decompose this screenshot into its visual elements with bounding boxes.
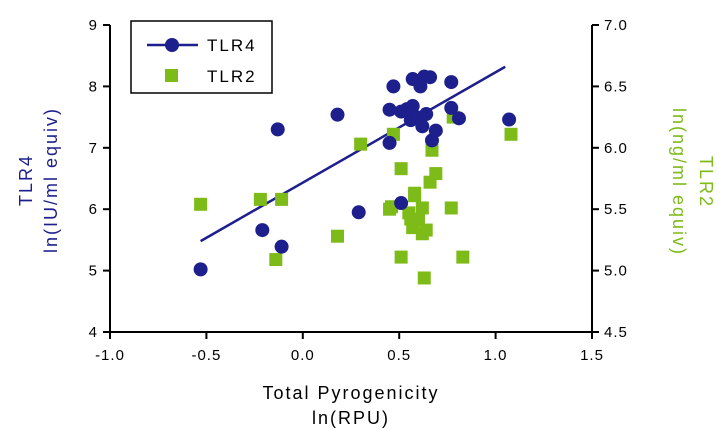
axes: 4 5 6 7 8 9 4.5 5.0 5.5 6.0 6.5 7.0 -1.0 -0.5 0.0 0.5 1.… [89, 17, 628, 364]
left-tick-label: 7 [89, 140, 98, 157]
tlr2-point [354, 137, 368, 151]
legend-tlr4-label: TLR4 [207, 36, 257, 55]
tlr4-point [423, 70, 438, 85]
tlr4-point [274, 239, 289, 254]
legend-tlr2-marker [165, 69, 178, 82]
tlr4-point [382, 135, 397, 150]
tlr4-point [270, 122, 285, 137]
right-tick-label: 5.0 [604, 263, 628, 280]
tlr4-point [428, 123, 443, 138]
x-tick-label: 1.0 [484, 347, 508, 364]
x-tick-label: 0.0 [291, 347, 315, 364]
tlr2-point [269, 253, 283, 267]
x-tick-label: -0.5 [191, 347, 221, 364]
tlr2-point [253, 192, 267, 206]
tlr2-point [417, 271, 431, 285]
right-tick-label: 5.5 [604, 201, 628, 218]
tlr2-point [415, 201, 429, 215]
right-tick-label: 4.5 [604, 324, 628, 341]
tlr2-point [425, 143, 439, 157]
x-axis-title: Total Pyrogenicity ln(RPU) [262, 383, 439, 428]
right-axis-title-line2: ln(ng/ml equiv) [669, 108, 689, 256]
left-tick-label: 5 [89, 263, 98, 280]
right-tick-label: 7.0 [604, 17, 628, 34]
tlr4-point [394, 196, 409, 211]
tlr4-point [444, 100, 459, 115]
tlr4-points [193, 69, 517, 277]
tlr2-point [331, 229, 345, 243]
tlr4-fit-line [199, 65, 506, 243]
tlr4-point [382, 102, 397, 117]
tlr2-point [419, 223, 433, 237]
tlr2-point [275, 192, 289, 206]
tlr4-point [330, 107, 345, 122]
tlr4-point [444, 75, 459, 90]
tlr4-point [405, 99, 420, 114]
tlr2-point [456, 250, 470, 264]
tlr4-point [451, 111, 466, 126]
right-tick-label: 6.5 [604, 78, 628, 95]
tlr2-point [394, 162, 408, 176]
right-axis-title-line1: TLR2 [696, 156, 716, 208]
left-axis-title-line1: TLR4 [16, 154, 36, 206]
left-tick-label: 9 [89, 17, 98, 34]
tlr2-point [394, 250, 408, 264]
left-tick-label: 4 [89, 324, 98, 341]
left-axis-title: TLR4 ln(IU/ml equiv) [16, 107, 61, 253]
x-axis-title-line2: ln(RPU) [312, 408, 390, 428]
left-axis-title-line2: ln(IU/ml equiv) [41, 107, 61, 253]
tlr2-points [194, 110, 518, 285]
legend: TLR4 TLR2 [130, 20, 273, 94]
tlr4-point [193, 262, 208, 277]
left-tick-label: 8 [89, 78, 98, 95]
right-axis-title: TLR2 ln(ng/ml equiv) [669, 108, 716, 256]
x-tick-label: 1.5 [580, 347, 604, 364]
tlr2-point [408, 189, 422, 203]
legend-box [130, 20, 273, 94]
left-tick-label: 6 [89, 201, 98, 218]
legend-tlr2-label: TLR2 [207, 67, 257, 86]
x-tick-label: -1.0 [95, 347, 125, 364]
tlr2-point [411, 213, 425, 227]
legend-tlr4-marker [165, 38, 179, 52]
tlr4-point [351, 205, 366, 220]
tlr4-point [419, 107, 434, 122]
tlr4-point [502, 112, 517, 127]
x-axis-title-line1: Total Pyrogenicity [262, 383, 439, 403]
tlr4-point [386, 79, 401, 94]
tlr4-point [255, 223, 270, 238]
tlr2-point [429, 167, 443, 181]
tlr4-point [415, 119, 430, 134]
tlr2-point [194, 197, 208, 211]
right-tick-label: 6.0 [604, 140, 628, 157]
tlr4-fit-line-group [199, 65, 506, 243]
tlr2-point [444, 201, 458, 215]
x-tick-label: 0.5 [387, 347, 411, 364]
tlr2-point [504, 127, 518, 141]
